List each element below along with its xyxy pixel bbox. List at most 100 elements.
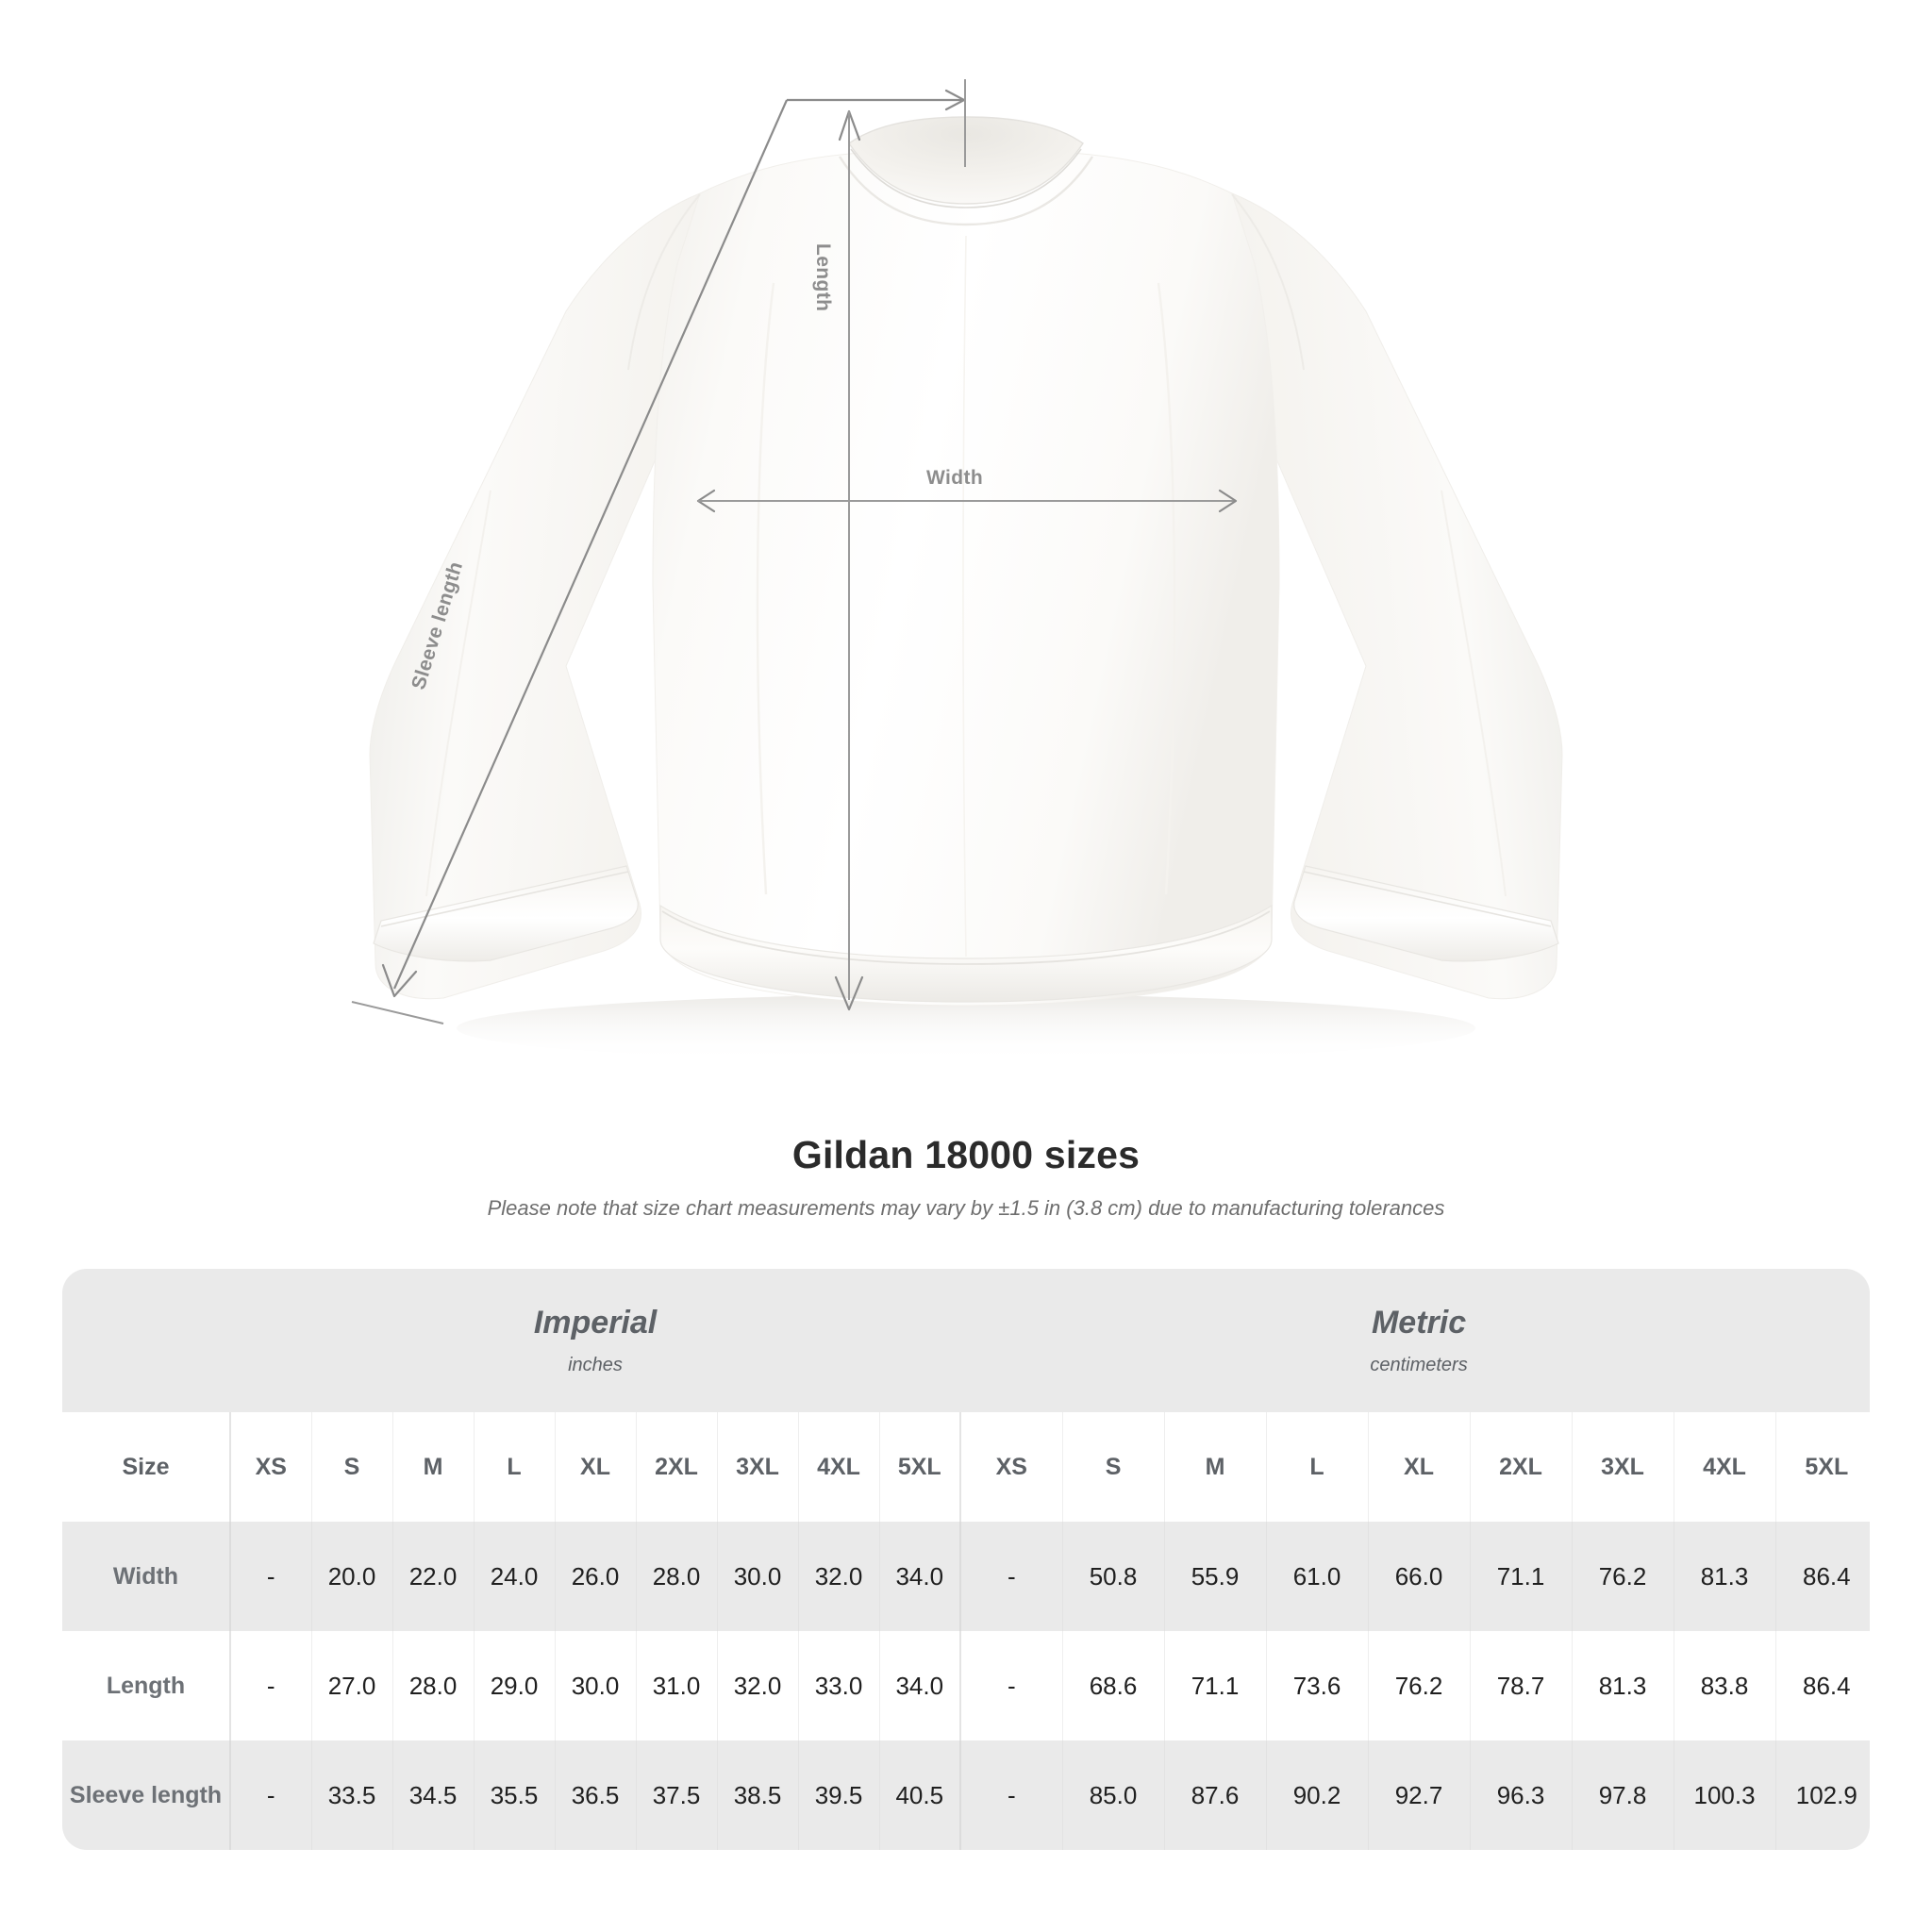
cell-width-metric-m: 55.9 [1163, 1522, 1267, 1631]
page-title: Gildan 18000 sizes [791, 1133, 1141, 1176]
cell-sleeve-metric-l: 90.2 [1265, 1740, 1369, 1850]
cell-sleeve-imperial-s: 33.5 [310, 1740, 392, 1850]
width-label: Width [926, 467, 984, 489]
cell-width-metric-3xl: 76.2 [1571, 1522, 1674, 1631]
cell-sleeve-imperial-5xl: 40.5 [878, 1740, 961, 1850]
cell-length-imperial-4xl: 33.0 [797, 1631, 879, 1740]
size-header-metric-5xl: 5XL [1774, 1412, 1870, 1522]
cell-sleeve-imperial-m: 34.5 [391, 1740, 474, 1850]
cell-length-metric-2xl: 78.7 [1469, 1631, 1573, 1740]
size-header-label: Size [62, 1412, 230, 1522]
cell-sleeve-metric-5xl: 102.9 [1774, 1740, 1870, 1850]
unit-group-imperial-name: Imperial [533, 1305, 658, 1341]
size-header-imperial-xl: XL [554, 1412, 636, 1522]
cell-sleeve-imperial-l: 35.5 [473, 1740, 555, 1850]
cell-sleeve-metric-s: 85.0 [1061, 1740, 1165, 1850]
sweatshirt-illustration [369, 116, 1563, 1062]
size-header-metric-l: L [1265, 1412, 1369, 1522]
row-label-width: Width [62, 1522, 230, 1631]
unit-group-imperial-sub: inches [568, 1354, 623, 1375]
cell-width-imperial-l: 24.0 [473, 1522, 555, 1631]
unit-group-metric: Metric centimeters [960, 1269, 1870, 1412]
table-row: Sleeve length - 33.5 34.5 35.5 36.5 37.5… [62, 1740, 1870, 1850]
cell-width-imperial-2xl: 28.0 [635, 1522, 717, 1631]
cell-sleeve-imperial-2xl: 37.5 [635, 1740, 717, 1850]
size-header-imperial-3xl: 3XL [716, 1412, 798, 1522]
size-header-metric-xl: XL [1367, 1412, 1471, 1522]
size-header-metric-s: S [1061, 1412, 1165, 1522]
row-label-sleeve-length: Sleeve length [62, 1740, 230, 1850]
cell-length-metric-m: 71.1 [1163, 1631, 1267, 1740]
cell-width-imperial-3xl: 30.0 [716, 1522, 798, 1631]
cell-length-metric-l: 73.6 [1265, 1631, 1369, 1740]
size-header-imperial-l: L [473, 1412, 555, 1522]
cell-width-imperial-xl: 26.0 [554, 1522, 636, 1631]
size-header-metric-m: M [1163, 1412, 1267, 1522]
cell-width-imperial-m: 22.0 [391, 1522, 474, 1631]
width-dimension [696, 489, 1238, 513]
cell-width-metric-4xl: 81.3 [1673, 1522, 1776, 1631]
cell-sleeve-imperial-xl: 36.5 [554, 1740, 636, 1850]
size-header-imperial-s: S [310, 1412, 392, 1522]
cell-length-imperial-3xl: 32.0 [716, 1631, 798, 1740]
cell-length-imperial-m: 28.0 [391, 1631, 474, 1740]
measurement-annotations [351, 79, 1238, 1024]
size-header-metric-4xl: 4XL [1673, 1412, 1776, 1522]
table-row: Length - 27.0 28.0 29.0 30.0 31.0 32.0 3… [62, 1631, 1870, 1740]
cell-sleeve-imperial-xs: - [229, 1740, 311, 1850]
cell-sleeve-metric-xl: 92.7 [1367, 1740, 1471, 1850]
cell-length-imperial-5xl: 34.0 [878, 1631, 961, 1740]
cell-width-imperial-4xl: 32.0 [797, 1522, 879, 1631]
size-header-metric-2xl: 2XL [1469, 1412, 1573, 1522]
size-header-imperial-xs: XS [229, 1412, 311, 1522]
cell-length-metric-xs: - [959, 1631, 1063, 1740]
cell-width-imperial-s: 20.0 [310, 1522, 392, 1631]
cell-width-metric-l: 61.0 [1265, 1522, 1369, 1631]
cell-length-imperial-l: 29.0 [473, 1631, 555, 1740]
size-header-imperial-2xl: 2XL [635, 1412, 717, 1522]
cell-length-imperial-s: 27.0 [310, 1631, 392, 1740]
cell-sleeve-imperial-3xl: 38.5 [716, 1740, 798, 1850]
size-chart-table: Imperial inches Metric centimeters Size … [62, 1269, 1870, 1850]
cell-length-metric-s: 68.6 [1061, 1631, 1165, 1740]
cell-width-imperial-xs: - [229, 1522, 311, 1631]
size-header-metric-3xl: 3XL [1571, 1412, 1674, 1522]
cell-length-metric-4xl: 83.8 [1673, 1631, 1776, 1740]
cell-sleeve-metric-3xl: 97.8 [1571, 1740, 1674, 1850]
table-row: Width - 20.0 22.0 24.0 26.0 28.0 30.0 32… [62, 1522, 1870, 1631]
unit-group-metric-name: Metric [1371, 1305, 1467, 1341]
size-header-metric-xs: XS [959, 1412, 1063, 1522]
size-header-imperial-4xl: 4XL [797, 1412, 879, 1522]
unit-banner-row: Imperial inches Metric centimeters [62, 1269, 1870, 1412]
size-header-imperial-m: M [391, 1412, 474, 1522]
unit-group-metric-sub: centimeters [1370, 1354, 1468, 1375]
size-header-imperial-5xl: 5XL [878, 1412, 961, 1522]
cell-width-metric-s: 50.8 [1061, 1522, 1165, 1631]
row-label-length: Length [62, 1631, 230, 1740]
unit-banner-spacer [62, 1269, 230, 1412]
cell-length-metric-3xl: 81.3 [1571, 1631, 1674, 1740]
cell-width-metric-2xl: 71.1 [1469, 1522, 1573, 1631]
size-table: Imperial inches Metric centimeters Size … [62, 1269, 1870, 1850]
cell-sleeve-imperial-4xl: 39.5 [797, 1740, 879, 1850]
garment-diagram: Length Width Sleeve length [351, 79, 1563, 1062]
cell-width-imperial-5xl: 34.0 [878, 1522, 961, 1631]
cell-sleeve-metric-m: 87.6 [1163, 1740, 1267, 1850]
cell-length-metric-xl: 76.2 [1367, 1631, 1471, 1740]
cell-sleeve-metric-xs: - [959, 1740, 1063, 1850]
unit-group-imperial: Imperial inches [230, 1269, 961, 1412]
sleeve-length-dimension [351, 79, 966, 1024]
cell-length-imperial-xl: 30.0 [554, 1631, 636, 1740]
cell-width-metric-xs: - [959, 1522, 1063, 1631]
length-label: Length [812, 243, 834, 312]
title-block: Gildan 18000 sizes Please note that size… [0, 1132, 1932, 1223]
cell-sleeve-metric-2xl: 96.3 [1469, 1740, 1573, 1850]
cell-width-metric-xl: 66.0 [1367, 1522, 1471, 1631]
tolerance-note: Please note that size chart measurements… [487, 1196, 1445, 1221]
cell-width-metric-5xl: 86.4 [1774, 1522, 1870, 1631]
cell-length-imperial-2xl: 31.0 [635, 1631, 717, 1740]
cell-sleeve-metric-4xl: 100.3 [1673, 1740, 1776, 1850]
length-dimension [834, 109, 864, 1011]
cell-length-metric-5xl: 86.4 [1774, 1631, 1870, 1740]
cell-length-imperial-xs: - [229, 1631, 311, 1740]
